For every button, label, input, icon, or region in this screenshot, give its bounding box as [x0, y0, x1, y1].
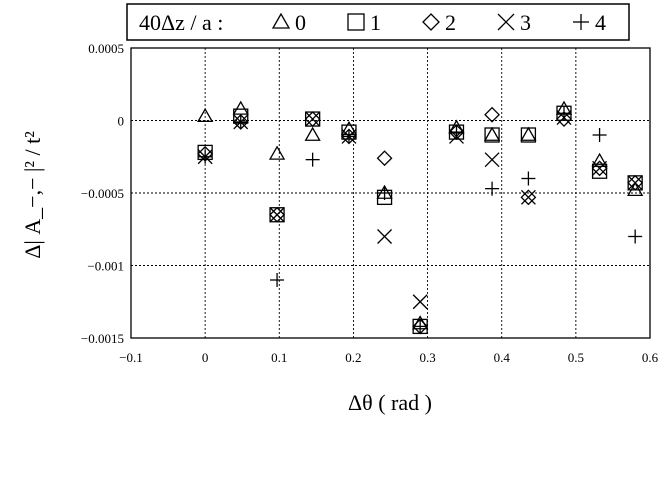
legend-item-0: 0 [271, 10, 306, 35]
point-series-1 [520, 127, 537, 143]
point-series-0 [520, 126, 537, 141]
point-series-4 [233, 114, 248, 129]
legend-marker-cross [497, 13, 515, 31]
point-series-4 [628, 229, 643, 244]
point-series-2 [591, 160, 608, 177]
point-series-4 [413, 319, 428, 334]
legend-label: 0 [295, 10, 306, 35]
x-tick-label: 0.5 [568, 350, 584, 365]
point-series-0 [483, 126, 501, 141]
point-series-1 [591, 163, 608, 179]
point-series-3 [627, 175, 643, 191]
point-series-2 [269, 206, 285, 223]
point-series-0 [591, 152, 608, 168]
legend-label: 3 [520, 10, 531, 35]
legend-marker-diamond [422, 13, 440, 31]
point-series-4 [270, 273, 285, 287]
legend-marker-triangle [271, 12, 291, 29]
legend-item-2: 2 [422, 10, 456, 35]
point-series-4 [556, 106, 571, 121]
point-series-2 [520, 189, 537, 206]
y-tick-label: −0.0015 [81, 331, 124, 346]
legend-marker-plus [573, 14, 589, 30]
point-series-4 [485, 181, 500, 196]
x-tick-label: 0.3 [419, 350, 435, 365]
y-tick-label: −0.001 [87, 259, 124, 274]
y-tick-label: −0.0005 [81, 186, 124, 201]
point-series-2 [556, 111, 572, 127]
point-series-2 [304, 111, 321, 127]
x-tick-label: 0.2 [345, 350, 361, 365]
legend-box [126, 3, 630, 41]
point-series-4 [521, 171, 536, 186]
point-series-4 [198, 149, 213, 164]
x-axis-label: Δθ ( rad ) [348, 390, 432, 415]
point-series-4 [341, 129, 356, 144]
y-tick-label: 0.0005 [88, 41, 124, 56]
point-series-4 [592, 128, 607, 142]
legend-items: 0 1 2 3 4 [271, 10, 606, 35]
legend-label: 4 [595, 10, 606, 35]
legend-item-3: 3 [497, 10, 531, 35]
x-tick-label: 0.6 [642, 350, 659, 365]
point-series-1 [484, 127, 500, 143]
point-series-4 [449, 125, 464, 140]
point-series-0 [232, 100, 249, 115]
point-series-0 [304, 126, 321, 141]
point-series-3 [592, 160, 608, 176]
point-series-3 [484, 152, 500, 168]
point-series-2 [627, 174, 644, 191]
legend: 40Δz / a : 0 1 2 3 4 [126, 3, 630, 41]
point-series-3 [520, 189, 536, 205]
point-series-2 [376, 150, 393, 167]
legend-label: 2 [445, 10, 456, 35]
point-series-3 [412, 294, 428, 310]
point-series-4 [305, 152, 320, 167]
x-tick-label: 0.1 [271, 350, 287, 365]
y-axis-label: Δ| A_−,− |² / t² [20, 131, 45, 259]
legend-title: 40Δz / a : [139, 10, 223, 35]
point-series-0 [197, 107, 214, 123]
point-series-0 [268, 145, 286, 160]
x-tick-labels: −0.1 0 0.1 0.2 0.3 0.4 0.5 0.6 [119, 350, 658, 365]
point-series-3 [377, 229, 393, 244]
legend-marker-square [347, 13, 365, 31]
legend-item-4: 4 [573, 10, 606, 35]
point-series-2 [484, 106, 500, 123]
plot-frame [130, 47, 651, 339]
data-points [197, 100, 644, 335]
point-series-4 [377, 186, 392, 200]
point-series-3 [269, 207, 285, 223]
x-tick-label: 0.4 [494, 350, 511, 365]
x-tick-label: −0.1 [119, 350, 143, 365]
legend-label: 1 [370, 10, 381, 35]
y-tick-label: 0 [118, 114, 125, 129]
y-tick-labels: 0.0005 0 −0.0005 −0.001 −0.0015 [81, 41, 124, 346]
x-tick-label: 0 [202, 350, 209, 365]
legend-item-1: 1 [347, 10, 381, 35]
point-series-3 [305, 111, 321, 127]
